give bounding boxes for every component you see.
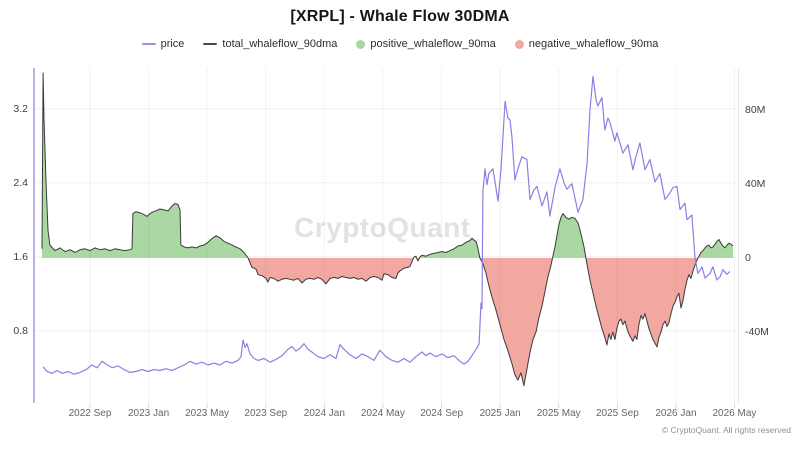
x-axis-label: 2024 May <box>360 408 405 419</box>
legend-item-positive-whaleflow[interactable]: positive_whaleflow_90ma <box>356 38 496 50</box>
price-line <box>42 75 731 375</box>
total-whaleflow-line-swatch-icon <box>203 43 218 45</box>
positive-whaleflow-dot-icon <box>356 39 366 49</box>
legend-label: positive_whaleflow_90ma <box>370 38 496 50</box>
y-axis-label-whaleflow: -40M <box>745 326 769 339</box>
copyright-note: © CryptoQuant. All rights reserved <box>661 425 791 435</box>
negative-whaleflow-dot-icon <box>514 39 524 49</box>
y-axis-label-price: 3.2 <box>13 102 28 115</box>
total-whaleflow-line <box>41 72 734 387</box>
y-axis-label-price: 0.8 <box>13 324 28 337</box>
chart-title: [XRPL] - Whale Flow 30DMA <box>290 8 510 25</box>
price-line-swatch-icon <box>141 43 156 45</box>
x-axis-label: 2026 Jan <box>655 408 697 419</box>
legend-item-negative-whaleflow[interactable]: negative_whaleflow_90ma <box>514 38 659 50</box>
x-axis-label: 2023 Jan <box>127 408 170 419</box>
x-axis-label: 2025 Jan <box>479 408 521 419</box>
legend-label: total_whaleflow_90dma <box>222 38 338 50</box>
y-axis-label-whaleflow: 80M <box>745 104 766 116</box>
y-axis-label-whaleflow: 0 <box>745 252 751 265</box>
legend-label: price <box>160 38 185 50</box>
legend-item-price[interactable]: price <box>141 38 185 50</box>
negative-whaleflow-area <box>248 258 699 386</box>
x-axis-label: 2025 Sep <box>595 408 639 419</box>
legend-item-total-whaleflow[interactable]: total_whaleflow_90dma <box>203 38 337 50</box>
x-axis-label: 2024 Sep <box>420 408 464 419</box>
x-axis-label: 2024 Jan <box>303 408 345 419</box>
y-axis-label-whaleflow: 40M <box>745 178 766 191</box>
positive-whaleflow-area <box>42 73 733 259</box>
chart-legend: price total_whaleflow_90dma positive_wha… <box>0 36 800 52</box>
cryptoquant-watermark: CryptoQuant <box>294 212 471 243</box>
x-axis-label: 2022 Sep <box>68 408 112 419</box>
y-axis-label-price: 2.4 <box>13 176 28 189</box>
x-axis-label: 2026 May <box>712 408 757 419</box>
y-axis-label-price: 1.6 <box>13 250 28 263</box>
legend-label: negative_whaleflow_90ma <box>528 38 659 50</box>
x-axis-label: 2023 May <box>185 408 230 419</box>
x-axis-label: 2025 May <box>536 408 581 419</box>
x-axis-label: 2023 Sep <box>244 408 288 419</box>
